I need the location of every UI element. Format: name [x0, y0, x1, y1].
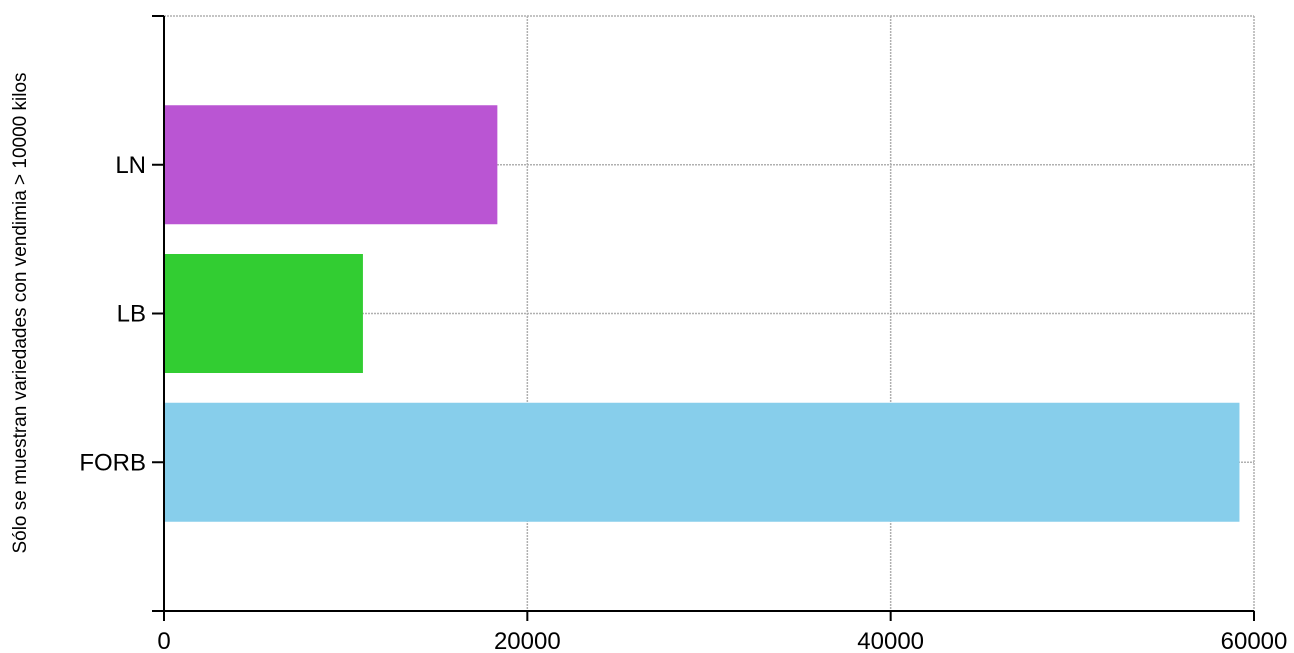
- tick-labels: FORB LB LN 0 20000 40000 60000: [79, 152, 1287, 653]
- y-axis-title: Sólo se muestran variedades con vendimia…: [10, 72, 31, 553]
- x-tick-label: 20000: [494, 628, 561, 653]
- bar-forb: [164, 402, 1240, 522]
- x-tick-label: 0: [157, 628, 170, 653]
- x-tick-label: 60000: [1221, 628, 1288, 653]
- y-tick-label: LN: [115, 152, 146, 179]
- axes: [152, 15, 1255, 621]
- bars: [164, 105, 1240, 522]
- y-tick-label: FORB: [79, 449, 146, 476]
- bar-ln: [164, 105, 498, 225]
- x-tick-label: 40000: [857, 628, 924, 653]
- bar-lb: [164, 254, 363, 373]
- y-tick-label: LB: [117, 301, 146, 328]
